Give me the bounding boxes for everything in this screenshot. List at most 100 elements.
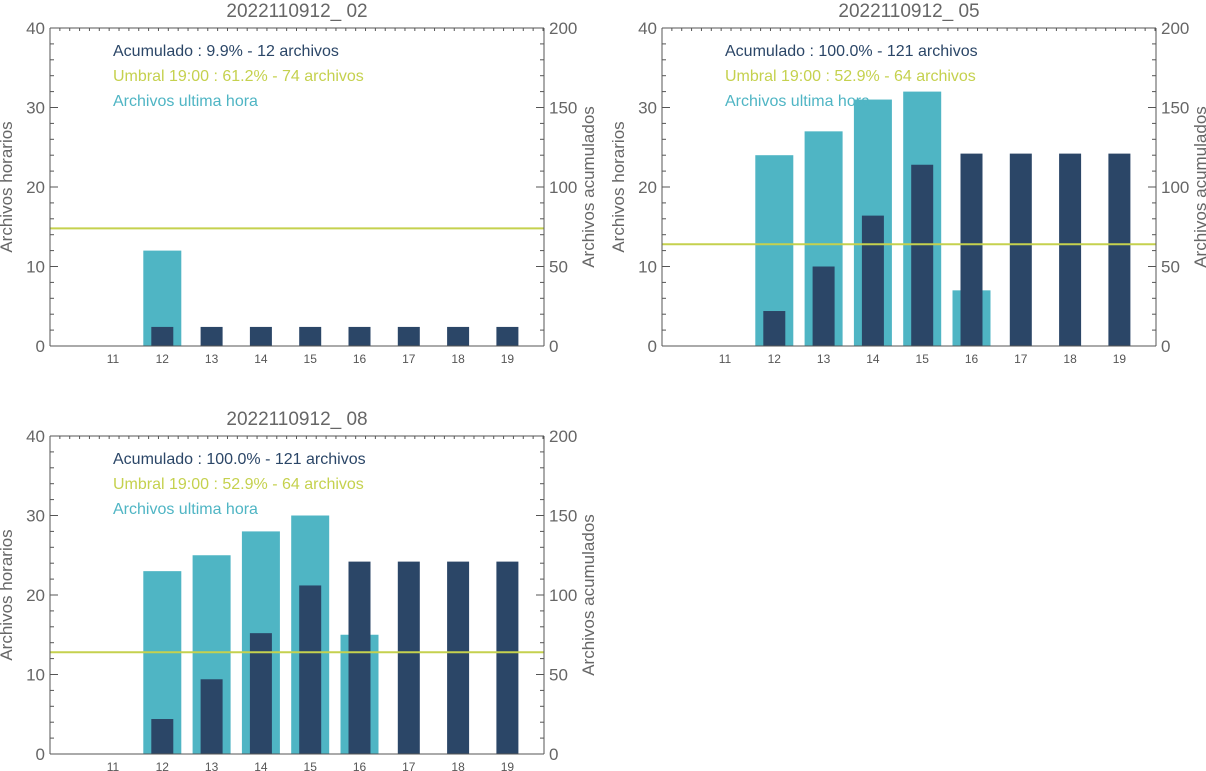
left-tick-label: 0 (36, 337, 45, 356)
legend-entry-2: Umbral 19:00 : 52.9% - 64 archivos (725, 68, 976, 85)
legend-entry-1: Acumulado : 100.0% - 121 archivos (725, 43, 978, 60)
x-tick-label: 14 (866, 352, 880, 366)
x-tick-label: 12 (156, 760, 170, 771)
right-tick-label: 200 (549, 19, 577, 38)
cumulative-bar-17 (397, 326, 420, 346)
x-tick-label: 11 (107, 760, 120, 771)
y-axis-label: Archivos horarios (0, 121, 16, 252)
left-tick-label: 0 (648, 337, 657, 356)
left-tick-label: 30 (26, 507, 45, 526)
x-tick-label: 16 (353, 352, 367, 366)
cumulative-bar-13 (812, 266, 835, 346)
cumulative-bar-16 (960, 153, 983, 346)
chart-title: 2022110912_ 05 (838, 1, 979, 22)
x-tick-label: 19 (1113, 352, 1127, 366)
x-tick-label: 12 (156, 352, 170, 366)
x-tick-label: 17 (402, 760, 416, 771)
cumulative-bar-12 (763, 311, 786, 346)
x-tick-label: 13 (205, 760, 219, 771)
left-tick-label: 40 (26, 19, 45, 38)
legend-entry-2: Umbral 19:00 : 52.9% - 64 archivos (113, 476, 364, 493)
cumulative-bar-16 (348, 561, 371, 754)
x-tick-label: 18 (451, 760, 465, 771)
x-tick-label: 17 (402, 352, 416, 366)
right-tick-label: 100 (549, 586, 577, 605)
cumulative-bar-16 (348, 326, 371, 346)
left-tick-label: 10 (26, 258, 45, 277)
cumulative-bar-14 (249, 633, 272, 754)
x-tick-label: 15 (304, 352, 318, 366)
right-tick-label: 150 (549, 99, 577, 118)
chart-panel-3: 2022110912_ 08 0 10 20 30 40 0 50 100 150 200 11 12 1… (0, 409, 598, 771)
cumulative-bar-18 (1059, 153, 1082, 346)
legend-entry-3: Archivos ultima hora (113, 501, 258, 518)
cumulative-bar-12 (151, 719, 174, 754)
left-tick-label: 30 (26, 99, 45, 118)
right-tick-label: 50 (1161, 258, 1180, 277)
cumulative-bar-19 (496, 326, 519, 346)
x-tick-label: 16 (353, 760, 367, 771)
x-tick-label: 11 (719, 352, 732, 366)
chart-panel-1: 2022110912_ 02 0 10 20 30 40 0 50 100 150 200 11 12 1… (0, 1, 598, 366)
right-tick-label: 0 (1161, 337, 1170, 356)
x-tick-label: 18 (1063, 352, 1077, 366)
right-tick-label: 50 (549, 258, 568, 277)
cumulative-bar-14 (861, 215, 884, 346)
y-axis-label: Archivos horarios (0, 529, 16, 660)
chart-title: 2022110912_ 02 (226, 1, 367, 22)
right-tick-label: 200 (1161, 19, 1189, 38)
right-tick-label: 150 (1161, 99, 1189, 118)
cumulative-bar-13 (200, 326, 223, 346)
legend-entry-3: Archivos ultima hora (113, 93, 258, 110)
legend-entry-1: Acumulado : 100.0% - 121 archivos (113, 451, 366, 468)
x-tick-label: 19 (501, 760, 515, 771)
right-tick-label: 100 (549, 178, 577, 197)
x-tick-label: 13 (205, 352, 219, 366)
x-tick-label: 14 (254, 760, 268, 771)
legend-entry-3: Archivos ultima hora (725, 93, 870, 110)
right-tick-label: 200 (549, 427, 577, 446)
legend-entry-1: Acumulado : 9.9% - 12 archivos (113, 43, 339, 60)
left-tick-label: 30 (638, 99, 657, 118)
cumulative-bar-18 (447, 326, 470, 346)
x-tick-label: 16 (965, 352, 979, 366)
chart-title: 2022110912_ 08 (226, 409, 367, 430)
left-tick-label: 40 (26, 427, 45, 446)
cumulative-bar-15 (911, 164, 934, 346)
right-tick-label: 50 (549, 666, 568, 685)
chart-panel-2: 2022110912_ 05 0 10 20 30 40 0 50 100 150 200 11 12 1… (609, 1, 1206, 366)
y2-axis-label: Archivos acumulados (579, 514, 598, 676)
x-tick-label: 13 (817, 352, 831, 366)
x-tick-label: 19 (501, 352, 515, 366)
cumulative-bar-15 (299, 585, 322, 754)
cumulative-bar-17 (397, 561, 420, 754)
x-tick-label: 17 (1014, 352, 1028, 366)
right-tick-label: 100 (1161, 178, 1189, 197)
x-tick-label: 18 (451, 352, 465, 366)
y2-axis-label: Archivos acumulados (579, 106, 598, 268)
legend-entry-2: Umbral 19:00 : 61.2% - 74 archivos (113, 68, 364, 85)
left-tick-label: 40 (638, 19, 657, 38)
cumulative-bar-15 (299, 326, 322, 346)
cumulative-bar-17 (1009, 153, 1032, 346)
cumulative-bar-19 (1108, 153, 1131, 346)
cumulative-bar-19 (496, 561, 519, 754)
cumulative-bar-12 (151, 326, 174, 346)
cumulative-bar-14 (249, 326, 272, 346)
x-tick-label: 15 (916, 352, 930, 366)
left-tick-label: 20 (26, 586, 45, 605)
cumulative-bar-18 (447, 561, 470, 754)
right-tick-label: 0 (549, 337, 558, 356)
left-tick-label: 20 (26, 178, 45, 197)
x-tick-label: 12 (768, 352, 782, 366)
right-tick-label: 0 (549, 745, 558, 764)
left-tick-label: 10 (638, 258, 657, 277)
x-tick-label: 14 (254, 352, 268, 366)
left-tick-label: 0 (36, 745, 45, 764)
cumulative-bar-13 (200, 679, 223, 754)
left-tick-label: 20 (638, 178, 657, 197)
x-tick-label: 11 (107, 352, 120, 366)
x-tick-label: 15 (304, 760, 318, 771)
y2-axis-label: Archivos acumulados (1191, 106, 1206, 268)
